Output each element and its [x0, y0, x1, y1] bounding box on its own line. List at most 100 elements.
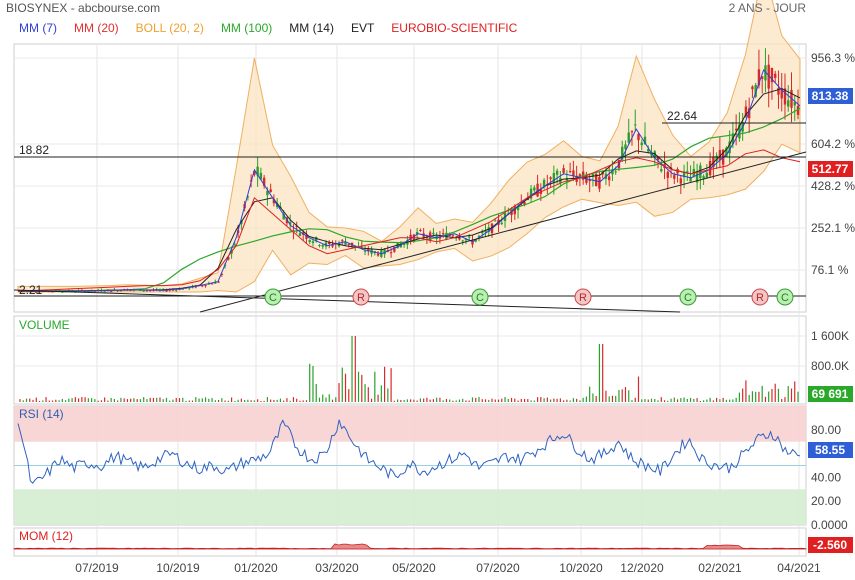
x-tick-label-3: 03/2020 [315, 561, 359, 575]
candle-body-233 [777, 88, 780, 95]
candle-body-83 [288, 222, 292, 225]
x-tick-label-6: 10/2020 [559, 561, 603, 575]
annotation-1882: 18.82 [19, 143, 49, 157]
panel-frame-3 [13, 527, 807, 557]
candle-body-146 [494, 220, 497, 222]
candle-body-188 [630, 131, 634, 133]
candle-body-212 [708, 160, 712, 176]
rsi-title: RSI (14) [19, 407, 64, 421]
svg-text:R: R [357, 292, 365, 304]
candle-body-163 [549, 177, 552, 179]
candle-body-232 [774, 73, 777, 78]
candle-body-190 [637, 133, 640, 141]
candle-body-192 [643, 136, 647, 145]
momentum-last-badge: -2.560 [808, 537, 853, 553]
volume-y-label-1: 800.0K [811, 359, 849, 373]
rsi-y-label-3: 20.00 [811, 494, 841, 508]
candle-body-21 [87, 291, 90, 293]
annotation-221: 2.21 [19, 283, 43, 297]
event-marker-1: R [352, 288, 370, 306]
candle-body-203 [679, 178, 683, 184]
panel-frame-0 [13, 43, 807, 313]
x-tick-label-1: 10/2019 [156, 561, 200, 575]
candle-body-138 [468, 236, 471, 238]
candle-body-66 [233, 244, 237, 246]
candle-body-174 [585, 177, 588, 183]
candle-body-90 [311, 241, 315, 243]
comparison-last-badge: 512.77 [808, 161, 853, 177]
price-last-value: 813.38 [812, 89, 849, 103]
candle-body-196 [656, 156, 660, 161]
panel-frame-1 [13, 315, 807, 405]
candle-body-134 [455, 237, 458, 239]
x-tick-label-5: 07/2020 [476, 561, 520, 575]
candle-body-172 [578, 174, 582, 178]
candle-body-135 [458, 237, 461, 240]
legend-item-2: BOLL (20, 2) [136, 21, 204, 35]
candle-body-164 [552, 173, 556, 184]
candle-body-100 [344, 242, 347, 245]
candle-body-215 [718, 150, 722, 161]
candle-body-141 [477, 235, 481, 237]
candle-body-221 [738, 124, 741, 139]
candle-body-132 [448, 234, 451, 236]
candle-body-186 [624, 144, 627, 150]
candle-body-58 [207, 283, 211, 285]
candle-body-64 [227, 257, 230, 260]
rsi-y-label-4: 0.0000 [811, 518, 848, 532]
candle-body-117 [399, 244, 403, 248]
svg-text:C: C [684, 292, 692, 304]
candle-body-230 [767, 64, 770, 89]
event-marker-6: C [776, 288, 794, 306]
candle-body-183 [614, 171, 617, 173]
event-marker-5: R [751, 288, 769, 306]
candle-body-94 [324, 242, 328, 247]
candle-body-199 [666, 171, 669, 178]
price-y-label-3: 252.1 % [811, 221, 855, 235]
candle-body-48 [175, 289, 178, 291]
legend-item-6: EUROBIO-SCIENTIFIC [391, 21, 517, 35]
rsi-line [17, 419, 801, 484]
candle-body-75 [262, 177, 266, 186]
candle-body-158 [533, 187, 536, 191]
candle-body-127 [432, 232, 435, 235]
candle-body-96 [331, 244, 334, 247]
legend-item-5: EVT [351, 21, 375, 35]
momentum-title: MOM (12) [19, 529, 73, 543]
legend-item-0: MM (7) [19, 21, 57, 35]
candle-body-123 [419, 229, 422, 231]
legend-item-1: MM (20) [74, 21, 119, 35]
candle-body-95 [328, 242, 331, 244]
candle-body-224 [747, 108, 751, 119]
candle-body-112 [383, 249, 386, 255]
candle-body-176 [591, 173, 595, 177]
candle-body-86 [298, 233, 302, 236]
candle-body-62 [220, 273, 224, 275]
candle-body-73 [256, 166, 259, 176]
candle-body-210 [702, 176, 705, 179]
candle-body-115 [393, 247, 396, 252]
x-tick-label-2: 01/2020 [234, 561, 278, 575]
trend-line-up [199, 151, 807, 313]
candle-body-185 [621, 146, 624, 160]
svg-text:R: R [579, 292, 587, 304]
candle-body-114 [389, 252, 393, 254]
candle-body-61 [217, 281, 220, 283]
svg-text:C: C [476, 292, 484, 304]
svg-text:R: R [756, 292, 764, 304]
candle-body-235 [783, 88, 787, 105]
candle-body-31 [119, 290, 123, 292]
candle-body-118 [402, 243, 406, 245]
candle-body-218 [728, 141, 731, 154]
candle-body-89 [308, 239, 311, 242]
candle-body-197 [660, 169, 663, 172]
x-tick-label-0: 07/2019 [75, 561, 119, 575]
candle-body-133 [451, 235, 455, 237]
candle-body-129 [438, 236, 442, 239]
candle-body-191 [640, 142, 643, 146]
candle-body-28 [109, 291, 113, 293]
volume-y-label-0: 1 600K [811, 329, 849, 343]
candle-body-93 [321, 244, 324, 247]
candle-body-157 [529, 188, 533, 199]
